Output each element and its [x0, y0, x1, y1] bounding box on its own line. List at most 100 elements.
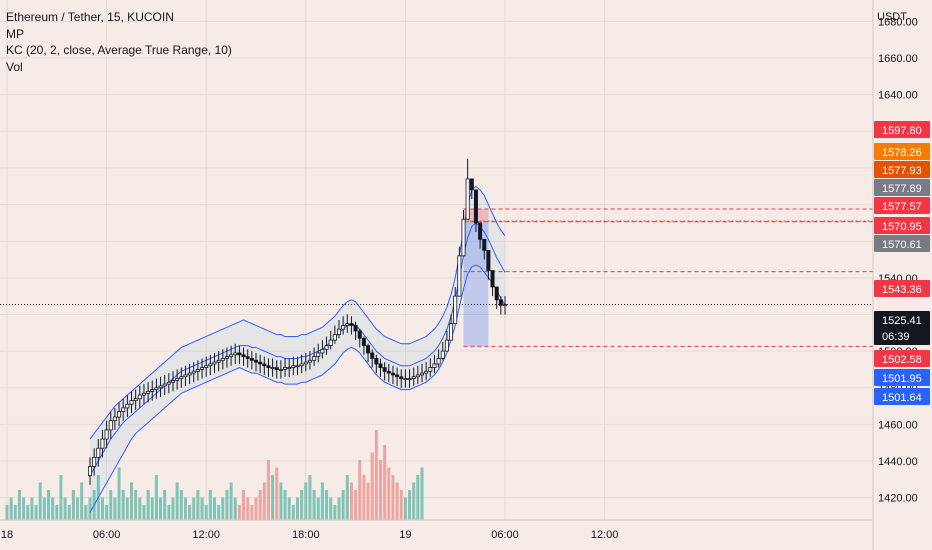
candle-body: [204, 365, 209, 369]
price-label-countdown: 06:39: [882, 331, 910, 343]
candle-body: [502, 304, 507, 306]
candle-body: [92, 456, 97, 467]
volume-bar: [333, 505, 337, 520]
volume-bar: [229, 482, 233, 520]
price-label-box[interactable]: [874, 388, 930, 405]
candle-body: [278, 369, 283, 371]
candle-body: [274, 367, 279, 370]
volume-bar: [125, 497, 129, 520]
price-label-box[interactable]: [874, 235, 930, 252]
candle-body: [411, 376, 416, 380]
candle-body: [465, 178, 470, 220]
volume-bar: [271, 475, 275, 520]
candle-body: [312, 356, 317, 361]
volume-bar: [208, 490, 212, 520]
price-axis-tick-label: 1660.00: [878, 53, 918, 65]
volume-bar: [130, 482, 133, 520]
candle-body: [457, 255, 462, 297]
candle-body: [395, 374, 400, 378]
price-label-box[interactable]: [874, 217, 930, 234]
volume-bar: [200, 497, 204, 520]
volume-bar: [67, 505, 71, 520]
candle-body: [390, 372, 395, 376]
price-label-box[interactable]: [874, 369, 930, 386]
volume-bar: [42, 497, 46, 520]
price-axis-tick-label: 1420.00: [878, 493, 918, 505]
candle-body: [233, 352, 238, 356]
legend-symbol[interactable]: Ethereum / Tether, 15, KUCOIN: [6, 10, 174, 24]
candle-body: [307, 359, 312, 363]
volume-bar: [17, 490, 21, 520]
price-label-box[interactable]: [874, 197, 930, 214]
candle-body: [370, 352, 375, 359]
volume-bar: [387, 467, 391, 520]
candle-body: [361, 337, 366, 347]
price-label-value: 1525.41: [882, 315, 922, 327]
price-label-box[interactable]: [874, 179, 930, 196]
volume-bar: [213, 497, 216, 520]
price-axis-tick-label: 1640.00: [878, 90, 918, 102]
volume-bar: [362, 475, 366, 520]
price-label-box[interactable]: [874, 311, 930, 345]
volume-bar: [374, 430, 378, 520]
candle-body: [208, 363, 213, 367]
candle-body: [117, 411, 122, 418]
price-label-box[interactable]: [874, 143, 930, 160]
volume-bar: [345, 475, 349, 520]
legend-indicator-vol[interactable]: Vol: [6, 59, 23, 74]
candle-body: [154, 387, 159, 390]
volume-bar: [38, 482, 42, 520]
volume-bar: [171, 497, 175, 520]
legend-indicator-kc[interactable]: KC (20, 2, close, Average True Range, 10…: [6, 43, 232, 57]
volume-bar: [113, 497, 117, 520]
candle-body: [428, 367, 433, 372]
volume-bar: [320, 482, 324, 520]
price-label-value: 1501.95: [882, 373, 922, 385]
price-axis-tick-label: 1460.00: [878, 419, 918, 431]
candle-body: [316, 352, 321, 358]
candle-body: [399, 376, 404, 380]
price-label-box[interactable]: [874, 280, 930, 297]
volume-bar: [358, 460, 362, 520]
volume-bar: [34, 505, 38, 520]
volume-bar: [150, 497, 154, 520]
candle-body: [299, 363, 304, 367]
candle-body: [291, 365, 296, 369]
candle-body: [249, 358, 254, 361]
price-label-value: 1502.58: [882, 354, 922, 366]
candle-body: [336, 328, 341, 336]
candle-body: [345, 323, 350, 326]
candle-body: [229, 354, 234, 358]
volume-bar: [296, 497, 299, 520]
price-axis-tick-label: 1680.00: [878, 16, 918, 28]
volume-bar: [26, 505, 30, 520]
price-label-box[interactable]: [874, 161, 930, 178]
legend-indicator-mp[interactable]: MP: [6, 26, 24, 41]
candle-body: [241, 354, 246, 358]
candle-body: [407, 378, 412, 381]
keltner-channel-fill: [90, 186, 505, 513]
candle-body: [262, 363, 267, 367]
price-label-box[interactable]: [874, 350, 930, 367]
volume-bar: [80, 482, 84, 520]
candle-body: [258, 361, 263, 365]
candle-body: [104, 429, 109, 440]
candle-body: [287, 367, 292, 370]
candle-body: [473, 189, 478, 224]
candle-body: [216, 359, 221, 363]
candle-body: [374, 358, 379, 365]
candle-body: [494, 286, 499, 301]
candle-body: [498, 299, 503, 306]
price-label-box[interactable]: [874, 121, 930, 138]
volume-bar: [237, 505, 241, 520]
volume-bar: [379, 460, 382, 520]
time-axis-label: 12:00: [591, 529, 619, 541]
candle-body: [432, 363, 437, 369]
candle-body: [112, 416, 117, 422]
candle-body: [453, 295, 458, 325]
volume-bar: [254, 497, 258, 520]
volume-bar: [117, 467, 121, 520]
plot-area[interactable]: [0, 0, 873, 520]
candle-body: [440, 350, 445, 359]
